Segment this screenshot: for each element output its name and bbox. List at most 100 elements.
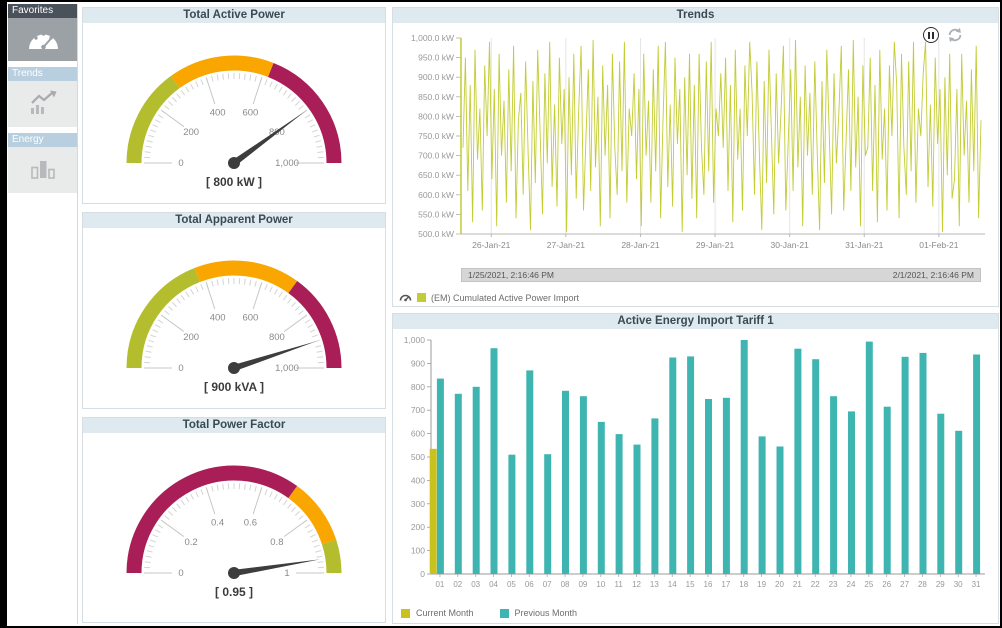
svg-text:26-Jan-21: 26-Jan-21 bbox=[472, 240, 511, 250]
svg-text:14: 14 bbox=[668, 580, 677, 589]
svg-text:900: 900 bbox=[411, 358, 425, 368]
svg-text:0.2: 0.2 bbox=[185, 537, 198, 548]
trends-legend-item[interactable]: (EM) Cumulated Active Power Import bbox=[399, 291, 579, 304]
previous-month-label: Previous Month bbox=[514, 608, 578, 618]
svg-text:0: 0 bbox=[420, 569, 425, 579]
svg-text:850.0 kW: 850.0 kW bbox=[418, 92, 454, 102]
svg-text:700: 700 bbox=[411, 405, 425, 415]
gauge-card-apparent-power: Total Apparent Power 0 200 400 600 800 1,000 … bbox=[82, 212, 386, 409]
svg-text:300: 300 bbox=[411, 499, 425, 509]
svg-text:10: 10 bbox=[596, 580, 605, 589]
svg-text:13: 13 bbox=[650, 580, 659, 589]
svg-text:0.4: 0.4 bbox=[211, 518, 224, 529]
series-label: (EM) Cumulated Active Power Import bbox=[431, 292, 580, 303]
svg-text:500.0 kW: 500.0 kW bbox=[418, 229, 454, 239]
svg-text:600.0 kW: 600.0 kW bbox=[418, 190, 454, 200]
sidebar-item-favorites: Favorites bbox=[8, 4, 77, 61]
trend-chart-icon bbox=[28, 89, 58, 120]
energy-tile[interactable] bbox=[8, 147, 77, 193]
svg-text:26: 26 bbox=[882, 580, 891, 589]
svg-text:08: 08 bbox=[561, 580, 570, 589]
svg-text:400: 400 bbox=[210, 108, 226, 119]
range-end-timestamp: 2/1/2021, 2:16:46 PM bbox=[892, 270, 974, 280]
svg-text:800.0 kW: 800.0 kW bbox=[418, 111, 454, 121]
svg-text:0.8: 0.8 bbox=[270, 537, 283, 548]
svg-text:24: 24 bbox=[847, 580, 856, 589]
svg-text:600: 600 bbox=[411, 429, 425, 439]
energy-import-panel: Active Energy Import Tariff 1 1,000 900 80… bbox=[392, 313, 999, 624]
trends-line-chart: 1,000.0 kW 950.0 kW 900.0 kW 850.0 kW 800.0 … bbox=[397, 30, 991, 269]
svg-text:09: 09 bbox=[578, 580, 587, 589]
svg-text:31: 31 bbox=[972, 580, 981, 589]
trends-tile[interactable] bbox=[8, 81, 77, 127]
sidebar-item-trends: Trends bbox=[8, 67, 77, 127]
svg-text:750.0 kW: 750.0 kW bbox=[418, 131, 454, 141]
trends-toolbar bbox=[923, 27, 964, 43]
svg-text:12: 12 bbox=[632, 580, 641, 589]
gauge-title: Total Apparent Power bbox=[83, 213, 385, 228]
time-range-scrollbar[interactable]: 1/25/2021, 2:16:46 PM 2/1/2021, 2:16:46 … bbox=[461, 268, 981, 282]
svg-text:28: 28 bbox=[918, 580, 927, 589]
gauge-value-label: [ 0.95 ] bbox=[214, 585, 253, 599]
svg-text:900.0 kW: 900.0 kW bbox=[418, 72, 454, 82]
svg-text:16: 16 bbox=[704, 580, 713, 589]
gauge-title: Total Power Factor bbox=[83, 418, 385, 433]
trends-panel: Trends 1,000.0 kW 950.0 kW 900.0 kW 850.0 k… bbox=[392, 7, 999, 307]
svg-text:06: 06 bbox=[525, 580, 534, 589]
favorites-tile[interactable] bbox=[8, 18, 77, 61]
svg-text:27: 27 bbox=[900, 580, 909, 589]
svg-text:31-Jan-21: 31-Jan-21 bbox=[845, 240, 884, 250]
svg-text:11: 11 bbox=[614, 580, 623, 589]
svg-text:29: 29 bbox=[936, 580, 945, 589]
current-month-label: Current Month bbox=[416, 608, 474, 618]
svg-text:800: 800 bbox=[411, 382, 425, 392]
svg-text:1,000: 1,000 bbox=[404, 335, 426, 345]
svg-text:02: 02 bbox=[453, 580, 462, 589]
previous-month-swatch bbox=[499, 608, 509, 618]
svg-text:18: 18 bbox=[739, 580, 748, 589]
svg-text:600: 600 bbox=[242, 313, 258, 324]
range-start-timestamp: 1/25/2021, 2:16:46 PM bbox=[468, 270, 555, 280]
svg-text:07: 07 bbox=[543, 580, 552, 589]
svg-text:03: 03 bbox=[471, 580, 480, 589]
sidebar-label-energy: Energy bbox=[8, 133, 77, 147]
svg-text:100: 100 bbox=[411, 546, 425, 556]
svg-text:400: 400 bbox=[210, 313, 226, 324]
svg-text:29-Jan-21: 29-Jan-21 bbox=[696, 240, 735, 250]
power-factor-gauge: 0 0.2 0.4 0.6 0.8 1 bbox=[88, 433, 380, 583]
svg-text:1,000: 1,000 bbox=[275, 363, 299, 374]
bars-legend: Current Month Previous Month bbox=[401, 608, 577, 618]
energy-bars-icon bbox=[29, 155, 57, 186]
gauge-value-label: [ 900 kVA ] bbox=[203, 380, 265, 394]
series-gauge-icon bbox=[399, 291, 412, 304]
trends-title: Trends bbox=[393, 8, 998, 23]
svg-text:30: 30 bbox=[954, 580, 963, 589]
svg-text:400: 400 bbox=[411, 475, 425, 485]
svg-text:17: 17 bbox=[721, 580, 730, 589]
gauge-value-label: [ 800 kW ] bbox=[205, 175, 262, 189]
svg-text:30-Jan-21: 30-Jan-21 bbox=[771, 240, 810, 250]
window-edge bbox=[2, 2, 7, 626]
svg-text:22: 22 bbox=[811, 580, 820, 589]
apparent-power-gauge: 0 200 400 600 800 1,000 bbox=[88, 228, 380, 378]
svg-text:1: 1 bbox=[284, 568, 289, 579]
svg-text:200: 200 bbox=[183, 127, 199, 138]
gauge-icon bbox=[25, 24, 61, 56]
svg-text:15: 15 bbox=[686, 580, 695, 589]
svg-text:200: 200 bbox=[183, 332, 199, 343]
pause-icon[interactable] bbox=[923, 27, 939, 43]
svg-text:800: 800 bbox=[269, 332, 285, 343]
sidebar: Favorites Trends bbox=[8, 4, 78, 624]
refresh-icon[interactable] bbox=[946, 27, 964, 43]
current-month-swatch bbox=[401, 608, 410, 618]
svg-text:23: 23 bbox=[829, 580, 838, 589]
svg-text:650.0 kW: 650.0 kW bbox=[418, 170, 454, 180]
svg-text:01: 01 bbox=[435, 580, 444, 589]
svg-text:550.0 kW: 550.0 kW bbox=[418, 209, 454, 219]
sidebar-label-favorites: Favorites bbox=[8, 4, 77, 18]
svg-text:500: 500 bbox=[411, 452, 425, 462]
svg-text:19: 19 bbox=[757, 580, 766, 589]
svg-text:700.0 kW: 700.0 kW bbox=[418, 151, 454, 161]
series-color-swatch bbox=[417, 293, 426, 302]
